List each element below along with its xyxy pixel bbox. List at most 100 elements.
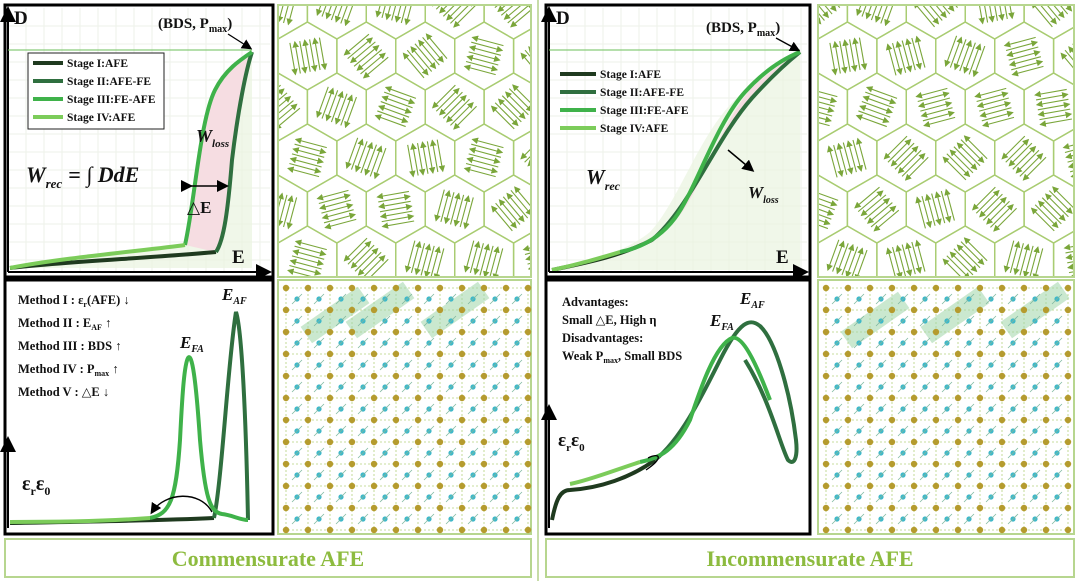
dipole-arrow xyxy=(294,239,327,251)
a-site-atom xyxy=(524,504,532,512)
dipole-arrow xyxy=(819,6,837,12)
dipole-group xyxy=(407,139,446,178)
a-site-atom xyxy=(998,460,1006,468)
dipole-arrow xyxy=(375,6,386,18)
a-site-atom xyxy=(304,306,312,314)
dipole-arrow xyxy=(832,40,841,74)
dipole-arrow xyxy=(292,147,325,158)
a-site-atom xyxy=(1064,350,1072,358)
dipole-arrow xyxy=(524,49,530,76)
dipole-arrow xyxy=(510,6,530,28)
dipole-group xyxy=(883,135,929,181)
a-site-atom xyxy=(998,350,1006,358)
dipole-arrow xyxy=(858,37,868,71)
bond-line xyxy=(897,403,909,415)
left-hysteresis-arrow xyxy=(150,495,213,515)
a-site-atom xyxy=(976,394,984,402)
dipole-arrow xyxy=(471,35,504,47)
a-site-atom xyxy=(524,416,532,424)
bond-line xyxy=(423,381,435,393)
dipole-arrow xyxy=(819,217,829,230)
dipole-arrow xyxy=(479,243,491,276)
a-site-atom xyxy=(932,394,940,402)
dipole-group xyxy=(974,87,1015,128)
dipole-arrow xyxy=(870,205,897,228)
a-site-atom xyxy=(524,438,532,446)
dipole-arrow xyxy=(379,210,413,219)
a-site-atom xyxy=(976,482,984,490)
dipole-arrow xyxy=(510,189,530,216)
a-site-atom xyxy=(976,460,984,468)
dipole-arrow xyxy=(996,6,1005,21)
dipole-arrow xyxy=(197,0,222,4)
a-site-atom xyxy=(524,482,532,490)
a-site-atom xyxy=(502,350,510,358)
bond-line xyxy=(919,293,931,305)
a-site-atom xyxy=(844,394,852,402)
a-site-atom xyxy=(976,350,984,358)
right-dis-text: Weak Pmax, Small BDS xyxy=(562,349,682,365)
dipole-arrow xyxy=(508,88,530,113)
dipole-arrow xyxy=(1060,52,1073,79)
bond-line xyxy=(985,337,997,349)
bond-line xyxy=(875,293,887,305)
bond-line xyxy=(313,491,325,503)
dipole-arrow xyxy=(1035,92,1069,101)
dipole-arrow xyxy=(369,145,383,177)
dipole-arrow xyxy=(425,33,448,59)
dipole-arrow xyxy=(340,6,353,24)
a-site-atom xyxy=(932,460,940,468)
bond-line xyxy=(313,425,325,437)
bond-line xyxy=(423,447,435,459)
a-site-atom xyxy=(524,328,532,336)
bond-line xyxy=(919,403,931,415)
bond-line xyxy=(511,469,523,481)
dipole-group xyxy=(279,192,298,230)
dipole-arrow xyxy=(414,243,426,276)
bond-line xyxy=(357,447,369,459)
a-site-atom xyxy=(348,350,356,358)
a-site-atom xyxy=(932,526,940,534)
bond-line xyxy=(831,491,843,503)
legend-entry: Stage II:AFE-FE xyxy=(67,76,151,88)
dipole-arrow xyxy=(915,196,926,229)
right-loss-area xyxy=(552,52,800,270)
a-site-atom xyxy=(370,482,378,490)
a-site-atom xyxy=(502,526,510,534)
dipole-arrow xyxy=(846,140,857,173)
right-wloss-label: Wloss xyxy=(748,183,779,206)
dipole-arrow xyxy=(374,114,406,128)
bond-line xyxy=(467,315,479,327)
a-site-atom xyxy=(998,306,1006,314)
bond-line xyxy=(357,315,369,327)
a-site-atom xyxy=(866,350,874,358)
bond-line xyxy=(423,337,435,349)
dipole-arrow xyxy=(292,249,325,260)
a-site-atom xyxy=(348,284,356,292)
a-site-atom xyxy=(1064,460,1072,468)
dipole-arrow xyxy=(343,33,370,56)
bond-line xyxy=(1007,403,1019,415)
dipole-group xyxy=(1003,240,1044,276)
dipole-arrow xyxy=(318,193,351,205)
a-site-atom xyxy=(1042,350,1050,358)
bond-line xyxy=(423,513,435,525)
bond-line xyxy=(1029,403,1041,415)
dipole-arrow xyxy=(925,6,947,19)
bond-line xyxy=(985,293,997,305)
dipole-arrow xyxy=(430,246,441,276)
right-perm-panel xyxy=(544,278,812,536)
dipole-arrow xyxy=(424,245,435,276)
a-site-atom xyxy=(524,460,532,468)
dipole-arrow xyxy=(942,258,967,276)
bond-line xyxy=(511,513,523,525)
dipole-arrow xyxy=(321,209,354,220)
a-site-atom xyxy=(844,372,852,380)
bond-line xyxy=(963,359,975,371)
bond-line xyxy=(489,337,501,349)
grain-boundary xyxy=(935,225,996,276)
a-site-atom xyxy=(436,350,444,358)
a-site-atom xyxy=(822,394,830,402)
dipole-arrow xyxy=(321,203,354,214)
a-site-atom xyxy=(392,394,400,402)
